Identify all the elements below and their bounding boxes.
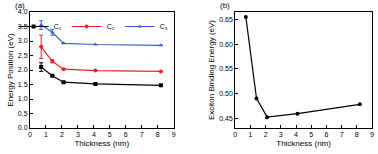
svg-text:8: 8: [355, 131, 359, 138]
svg-text:9: 9: [172, 131, 176, 138]
svg-text:(b): (b): [220, 1, 230, 10]
svg-text:Exciton Binding Energy (eV): Exciton Binding Energy (eV): [207, 20, 216, 120]
svg-text:2: 2: [60, 131, 64, 138]
svg-text:Energy Position (eV): Energy Position (eV): [6, 33, 15, 107]
svg-text:0.55: 0.55: [219, 65, 233, 72]
svg-text:5: 5: [108, 131, 112, 138]
svg-text:3: 3: [76, 131, 80, 138]
svg-text:0.45: 0.45: [219, 115, 233, 122]
svg-text:0.5: 0.5: [18, 110, 28, 117]
svg-text:1: 1: [44, 131, 48, 138]
svg-text:0.0: 0.0: [18, 124, 28, 131]
svg-text:C₃: C₃: [160, 23, 168, 30]
svg-text:0.60: 0.60: [219, 41, 233, 48]
svg-text:2.5: 2.5: [18, 52, 28, 59]
svg-text:2: 2: [264, 131, 268, 138]
svg-text:C₂: C₂: [107, 23, 115, 30]
svg-text:2.0: 2.0: [18, 66, 28, 73]
svg-text:0.50: 0.50: [219, 90, 233, 97]
svg-text:6: 6: [124, 131, 128, 138]
svg-text:4: 4: [92, 131, 96, 138]
svg-text:3.0: 3.0: [18, 37, 28, 44]
svg-text:9: 9: [370, 131, 374, 138]
svg-text:C₁: C₁: [54, 23, 62, 30]
svg-text:5: 5: [309, 131, 313, 138]
svg-text:3.5: 3.5: [17, 23, 28, 30]
svg-text:0: 0: [233, 131, 237, 138]
svg-text:7: 7: [140, 131, 144, 138]
svg-text:1.5: 1.5: [18, 81, 28, 88]
svg-text:(a): (a): [15, 1, 25, 10]
svg-text:Thickness (nm): Thickness (nm): [74, 139, 129, 148]
svg-text:0: 0: [28, 131, 32, 138]
svg-text:4: 4: [294, 131, 298, 138]
svg-text:0.65: 0.65: [219, 16, 233, 23]
svg-text:1.0: 1.0: [18, 95, 28, 102]
svg-text:Thickness (nm): Thickness (nm): [276, 139, 331, 148]
svg-text:1: 1: [248, 131, 252, 138]
svg-text:4.0: 4.0: [18, 8, 28, 15]
svg-text:8: 8: [156, 131, 160, 138]
svg-text:3: 3: [279, 131, 283, 138]
svg-text:6: 6: [324, 131, 328, 138]
svg-text:7: 7: [340, 131, 344, 138]
